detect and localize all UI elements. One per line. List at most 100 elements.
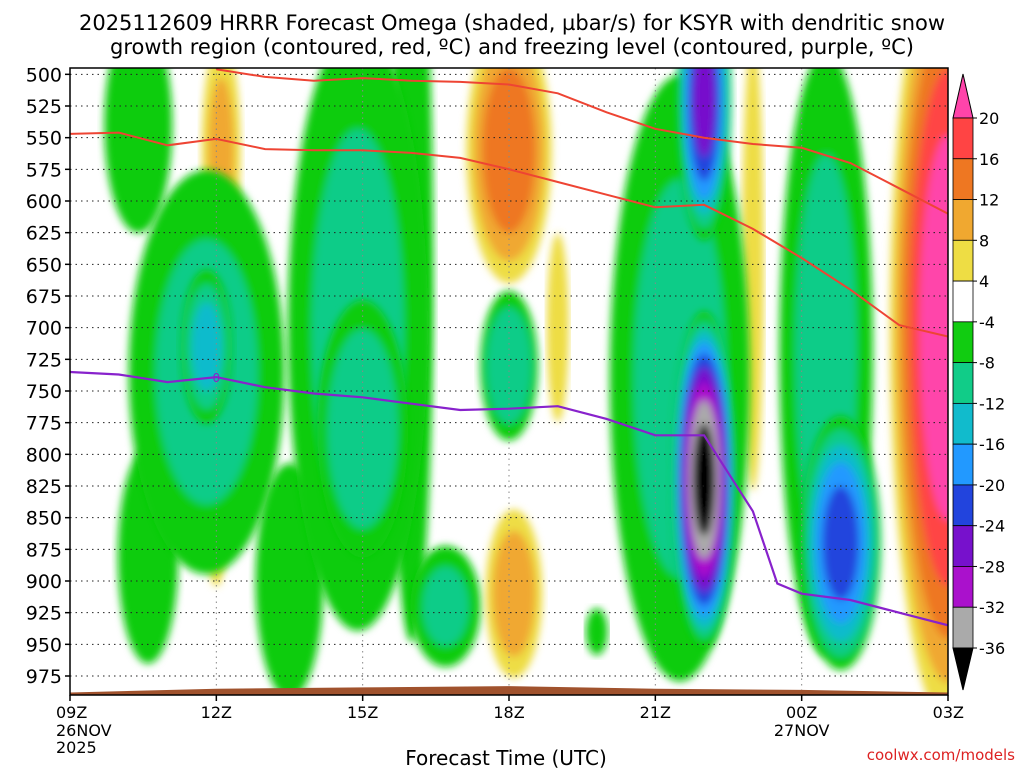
terrain-fill: [70, 686, 948, 695]
pressure-axis: 500 525 550 575 600 625 650 675 700 725 750 775 800 8…: [26, 64, 70, 688]
gridlines: [69, 68, 949, 695]
colorbar-label-20: 20: [979, 109, 999, 128]
x-tick-date-09Z: 26NOV: [56, 721, 112, 740]
y-tick-label-575: 575: [26, 159, 62, 181]
y-tick-label-675: 675: [26, 286, 62, 308]
colorbar-band--12: [952, 362, 974, 404]
y-tick-label-825: 825: [26, 476, 62, 498]
omega-band--12--8: [422, 566, 469, 647]
terrain-layer: [70, 686, 948, 695]
colorbar-band--16: [952, 402, 974, 445]
colorbar-label-4: 4: [979, 272, 989, 291]
colorbar-label--28: -28: [979, 557, 1005, 576]
colorbar-label-12: 12: [979, 191, 999, 210]
omega-feature-mid-16z-lower: [410, 545, 481, 667]
y-tick-label-725: 725: [26, 349, 62, 371]
omega-feature-trough-15z-core: [317, 300, 409, 558]
omega-band--8--4: [104, 68, 173, 233]
y-tick-label-625: 625: [26, 223, 62, 245]
colorbar-band--4: [952, 280, 974, 323]
omega-band-12-16: [482, 68, 536, 233]
colorbar-label--4: -4: [979, 313, 995, 332]
omega-feature-left-mid-core: [181, 269, 232, 424]
y-tick-label-500: 500: [26, 64, 62, 86]
y-tick-label-950: 950: [26, 634, 62, 656]
x-tick-year-09Z: 2025: [56, 738, 97, 757]
colorbar-band-12: [952, 158, 974, 200]
x-tick-date-00Z: 27NOV: [774, 721, 830, 740]
y-tick-label-600: 600: [26, 191, 62, 213]
omega-band--28--24: [693, 68, 716, 158]
omega-feature-descent-18z-lower: [485, 509, 543, 678]
colorbar-label--24: -24: [979, 517, 1005, 536]
colorbar-label--12: -12: [979, 394, 1005, 413]
omega-band--24--20: [822, 486, 859, 600]
colorbar-label-16: 16: [979, 150, 999, 169]
dgz-contour-lower: [70, 131, 948, 338]
omega-feature-main-22z-lower-jet: [671, 311, 737, 648]
colorbar-label--16: -16: [979, 435, 1005, 454]
omega-shading: [104, 68, 948, 695]
y-tick-label-775: 775: [26, 413, 62, 435]
chart-title-line2: growth region (contoured, red, ºC) and f…: [110, 35, 914, 59]
colorbar-label--8: -8: [979, 354, 995, 373]
omega-feature-late-01z-core: [800, 415, 881, 671]
omega-feature-main-22z-upper-jet: [677, 68, 732, 241]
y-tick-label-900: 900: [26, 571, 62, 593]
y-tick-label-800: 800: [26, 444, 62, 466]
omega-band-8-12: [492, 530, 536, 657]
x-tick-label-21Z: 21Z: [640, 703, 671, 722]
colorbar-label-8: 8: [979, 231, 989, 250]
omega-band-4-8: [546, 233, 569, 423]
colorbar-bottom-arrow: [952, 647, 974, 691]
colorbar-label--20: -20: [979, 476, 1005, 495]
chart-title-line1: 2025112609 HRRR Forecast Omega (shaded, …: [79, 11, 945, 35]
colorbar-label--32: -32: [979, 598, 1005, 617]
colorbar-band--32: [952, 566, 974, 608]
y-tick-label-550: 550: [26, 128, 62, 150]
omega-feature-mid-20z-patch: [585, 608, 608, 656]
colorbar-band--8: [952, 321, 974, 364]
y-tick-label-975: 975: [26, 666, 62, 688]
freezing-level-contour: [70, 370, 948, 627]
x-tick-label-03Z: 03Z: [933, 703, 964, 722]
colorbar: 20 16 12 8 4 -4 -8 -12 -16 -20 -24 -28 -32 -36: [952, 73, 1005, 691]
y-tick-label-650: 650: [26, 254, 62, 276]
temperature-contours: 0: [70, 68, 948, 627]
x-tick-label-18Z: 18Z: [493, 703, 524, 722]
y-tick-label-875: 875: [26, 539, 62, 561]
y-tick-label-700: 700: [26, 318, 62, 340]
omega-feature-descent-18z-upper: [466, 68, 552, 284]
omega-band--12--8: [327, 329, 398, 529]
y-tick-label-850: 850: [26, 508, 62, 530]
y-tick-label-925: 925: [26, 603, 62, 625]
omega-feature-upper-left-ascent: [104, 68, 173, 233]
colorbar-band--20: [952, 443, 974, 486]
colorbar-band--24: [952, 484, 974, 527]
x-axis-label: Forecast Time (UTC): [405, 746, 607, 768]
x-tick-label-15Z: 15Z: [347, 703, 378, 722]
colorbar-band--28: [952, 525, 974, 567]
y-tick-label-525: 525: [26, 96, 62, 118]
y-tick-label-750: 750: [26, 381, 62, 403]
x-tick-label-00Z: 00Z: [786, 703, 817, 722]
omega-band--8--4: [585, 608, 608, 656]
plot-area: 0 500 525 550 575 600 625 650 675 700 725 750 775 80…: [26, 64, 964, 757]
colorbar-band-4: [952, 239, 974, 282]
x-tick-label-12Z: 12Z: [201, 703, 232, 722]
omega-band--16--12: [191, 302, 222, 391]
omega-band--40--36: [693, 423, 715, 536]
omega-feature-descent-19z-thin: [546, 233, 569, 423]
watermark: coolwx.com/models: [867, 746, 1015, 764]
colorbar-top-arrow: [952, 73, 974, 119]
colorbar-label--36: -36: [979, 639, 1005, 658]
dgz-contour-upper: [216, 68, 948, 215]
freezing-level-label: 0: [213, 371, 221, 385]
x-tick-label-09Z: 09Z: [56, 703, 87, 722]
colorbar-band-8: [952, 199, 974, 241]
colorbar-band-16: [952, 117, 974, 160]
colorbar-band--36: [952, 606, 974, 649]
